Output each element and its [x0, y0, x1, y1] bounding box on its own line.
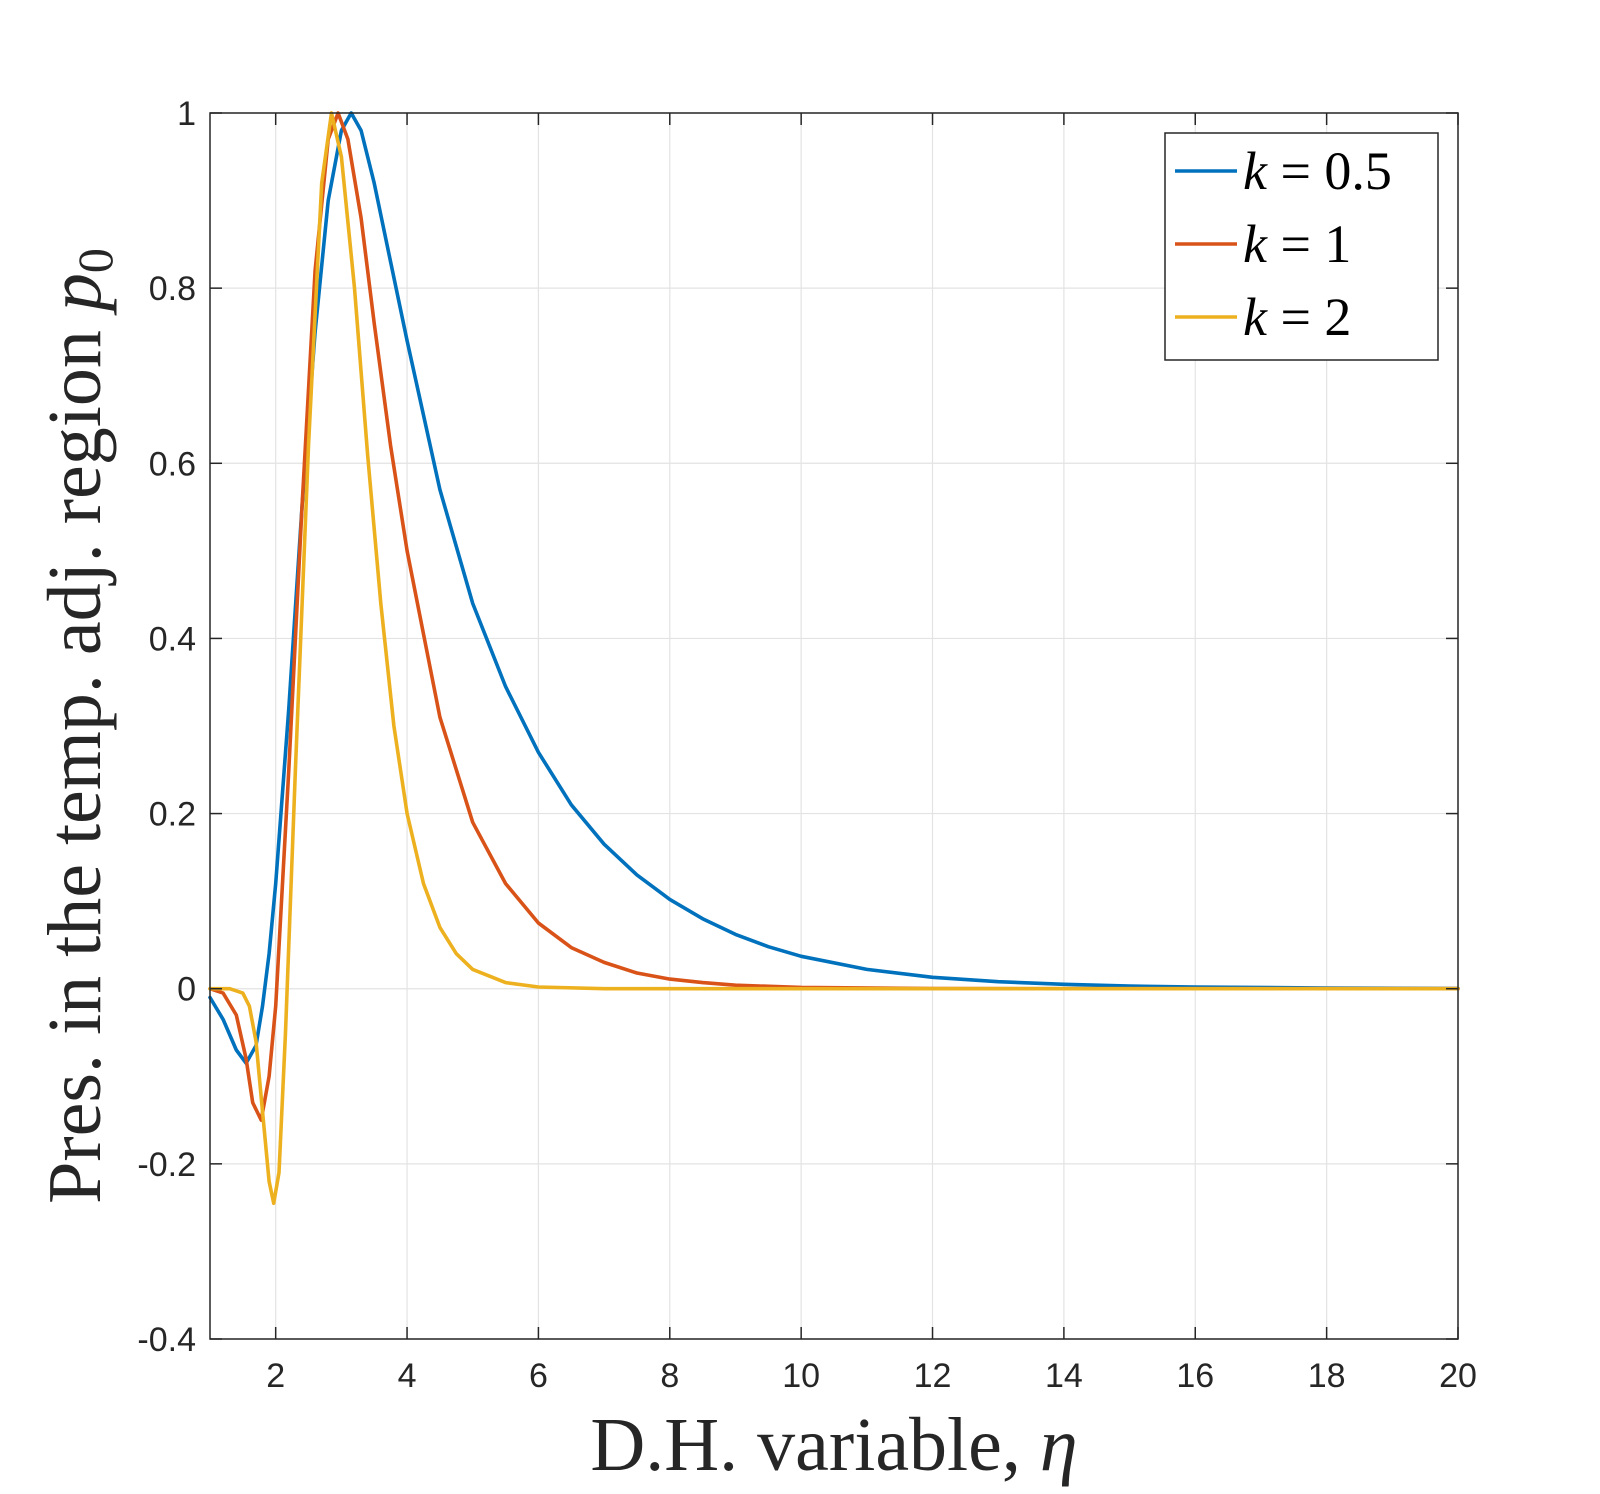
x-tick-label: 10 — [782, 1357, 820, 1395]
legend-label-3: k = 2 — [1243, 287, 1351, 347]
y-tick-label: 0.6 — [149, 445, 196, 483]
series-line-1 — [208, 111, 1460, 1065]
x-tick-label: 20 — [1439, 1357, 1477, 1395]
x-tick-label: 12 — [914, 1357, 952, 1395]
y-tick-label: 0 — [177, 971, 196, 1009]
y-tick-label: 1 — [177, 95, 196, 133]
x-tick-label: 6 — [529, 1357, 548, 1395]
y-tick-labels: -0.4 -0.2 0 0.2 0.4 0.6 0.8 1 — [137, 95, 196, 1359]
legend: k = 0.5 k = 1 k = 2 — [1164, 132, 1439, 361]
series-lines — [208, 111, 1460, 1206]
x-axis-label-text: D.H. variable, — [590, 1403, 1040, 1487]
y-tick-label: 0.8 — [149, 270, 196, 308]
x-tick-label: 2 — [266, 1357, 285, 1395]
y-axis-label: Pres. in the temp. adj. region p0 — [33, 248, 123, 1204]
legend-label-2: k = 1 — [1243, 214, 1351, 274]
y-tick-label: 0.4 — [149, 620, 196, 658]
axes-frame — [209, 112, 1459, 1340]
x-axis-label-symbol: η — [1040, 1403, 1078, 1487]
y-tick-label: -0.2 — [137, 1146, 196, 1184]
y-axis-label-text: Pres. in the temp. adj. region — [33, 311, 117, 1204]
x-tick-label: 18 — [1308, 1357, 1346, 1395]
legend-items: k = 0.5 k = 1 k = 2 — [1175, 141, 1392, 347]
y-axis-label-subscript: 0 — [67, 248, 123, 273]
axis-ticks — [210, 112, 1459, 1340]
x-tick-label: 8 — [660, 1357, 679, 1395]
y-tick-label: 0.2 — [149, 796, 196, 834]
series-line-3 — [208, 111, 1460, 1206]
x-tick-label: 16 — [1176, 1357, 1214, 1395]
x-tick-label: 4 — [398, 1357, 417, 1395]
y-axis-label-symbol: p — [33, 273, 117, 316]
x-tick-labels: 2 4 6 8 10 12 14 16 18 20 — [266, 1357, 1477, 1395]
y-tick-label: -0.4 — [137, 1321, 196, 1359]
x-axis-label: D.H. variable, η — [590, 1403, 1077, 1487]
x-tick-label: 14 — [1045, 1357, 1083, 1395]
legend-label-1: k = 0.5 — [1243, 141, 1392, 201]
